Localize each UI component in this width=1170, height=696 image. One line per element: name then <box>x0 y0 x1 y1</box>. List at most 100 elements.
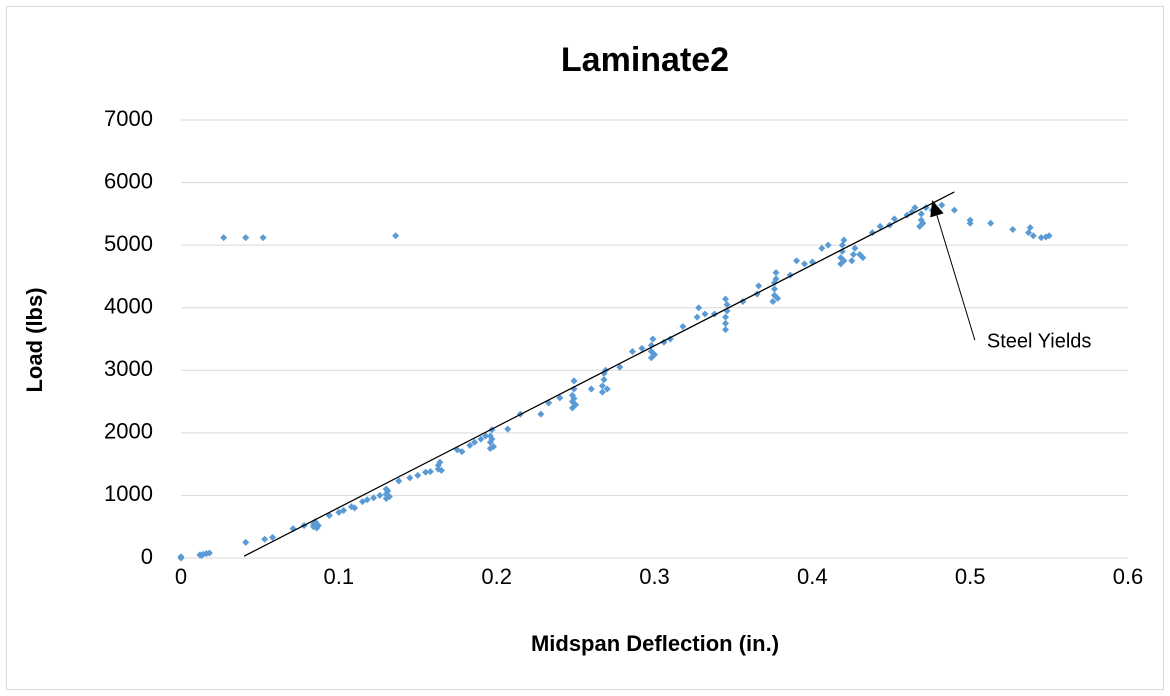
point <box>335 508 343 516</box>
point <box>422 468 430 476</box>
point <box>693 313 701 321</box>
x-axis-label: Midspan Deflection (in.) <box>531 631 779 656</box>
point <box>859 254 867 262</box>
point <box>177 553 185 561</box>
point <box>1009 226 1017 233</box>
x-tick-label: 0.4 <box>797 564 828 589</box>
point <box>261 535 269 543</box>
point <box>628 348 636 356</box>
point <box>919 219 927 227</box>
point <box>259 234 267 242</box>
point <box>770 285 778 293</box>
point <box>205 549 213 557</box>
point <box>395 477 403 485</box>
point <box>851 244 859 252</box>
point <box>876 222 884 230</box>
point <box>406 474 414 482</box>
x-tick-label: 0.5 <box>955 564 986 589</box>
point <box>755 282 763 290</box>
y-tick-label: 7000 <box>104 106 153 131</box>
point <box>772 275 780 283</box>
point <box>414 471 422 479</box>
y-tick-label: 0 <box>141 544 153 569</box>
point <box>537 410 545 418</box>
point <box>351 504 359 512</box>
point <box>556 394 564 402</box>
x-tick-label: 0.3 <box>639 564 670 589</box>
point <box>649 335 657 343</box>
point <box>488 435 496 443</box>
point <box>587 385 595 393</box>
point <box>598 382 606 390</box>
point <box>848 257 856 265</box>
y-tick-label: 2000 <box>104 419 153 444</box>
point <box>1029 232 1037 240</box>
annotation-arrow <box>936 215 976 341</box>
point <box>793 257 801 265</box>
point <box>616 363 624 371</box>
point <box>570 394 578 402</box>
point <box>504 425 512 433</box>
point <box>938 201 946 209</box>
point <box>466 441 474 449</box>
point <box>269 533 277 541</box>
chart-title: Laminate2 <box>561 41 729 79</box>
point <box>363 496 371 504</box>
point <box>818 244 826 252</box>
point <box>382 485 390 493</box>
point <box>376 491 384 499</box>
point <box>772 269 780 277</box>
point <box>987 219 995 227</box>
point <box>370 494 378 502</box>
x-tick-label: 0.2 <box>481 564 512 589</box>
point <box>950 206 958 214</box>
y-tick-label: 1000 <box>104 481 153 506</box>
point <box>723 301 731 309</box>
y-tick-label: 4000 <box>104 294 153 319</box>
point <box>722 295 730 303</box>
point <box>490 443 498 451</box>
x-tick-label: 0 <box>175 564 187 589</box>
point <box>242 234 250 242</box>
point <box>774 294 782 302</box>
point <box>198 551 206 559</box>
point <box>437 466 445 474</box>
point <box>603 385 611 393</box>
point <box>314 521 322 529</box>
y-tick-label: 5000 <box>104 231 153 256</box>
point <box>651 351 658 359</box>
point <box>1042 233 1050 241</box>
annotation-arrowhead <box>930 200 944 218</box>
point <box>385 493 393 501</box>
point <box>1037 234 1045 242</box>
x-tick-label: 0.1 <box>324 564 355 589</box>
point <box>598 388 606 396</box>
point <box>572 401 580 409</box>
point <box>890 215 898 223</box>
point <box>482 432 490 440</box>
point <box>570 377 578 385</box>
point <box>722 319 730 327</box>
point <box>824 241 832 249</box>
point <box>840 236 848 244</box>
point <box>917 210 925 218</box>
point <box>436 458 444 466</box>
point <box>722 313 730 321</box>
y-tick-label: 6000 <box>104 168 153 193</box>
point <box>911 204 919 212</box>
point <box>840 257 848 265</box>
point <box>695 304 703 312</box>
point <box>600 376 608 384</box>
point <box>966 216 974 224</box>
x-tick-label: 0.6 <box>1113 564 1144 589</box>
trend-line <box>243 191 955 557</box>
point <box>471 438 479 446</box>
point <box>340 506 348 514</box>
point <box>477 435 485 443</box>
y-tick-label: 3000 <box>104 356 153 381</box>
point <box>458 448 466 456</box>
point <box>722 326 730 334</box>
point <box>908 208 916 216</box>
point <box>701 310 709 318</box>
point <box>800 260 808 268</box>
